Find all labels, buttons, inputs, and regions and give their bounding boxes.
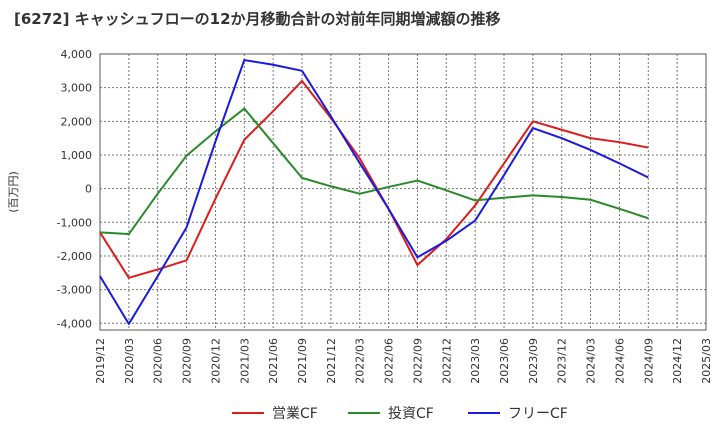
legend-label-3: フリーCF xyxy=(508,406,568,422)
x-tick-label: 2023/03 xyxy=(469,338,482,384)
y-tick-label: -4,000 xyxy=(57,317,92,330)
y-tick-label: -2,000 xyxy=(57,250,92,263)
x-tick-label: 2022/09 xyxy=(411,338,424,384)
series-line-1 xyxy=(99,79,649,279)
legend-label-1: 営業CF xyxy=(272,406,318,422)
x-tick-label: 2024/06 xyxy=(613,338,626,384)
x-tick-label: 2022/03 xyxy=(354,338,367,384)
x-tick-label: 2024/03 xyxy=(585,338,598,384)
series-line-2 xyxy=(99,107,649,236)
x-tick-label: 2020/12 xyxy=(209,338,222,384)
x-tick-label: 2024/09 xyxy=(642,338,655,384)
y-tick-label: 0 xyxy=(85,183,92,196)
plot-area xyxy=(100,54,706,330)
x-tick-label: 2021/06 xyxy=(267,338,280,384)
plot-frame xyxy=(99,53,707,331)
y-tick-label: 4,000 xyxy=(61,48,93,61)
x-tick-label: 2021/03 xyxy=(238,338,251,384)
y-tick-label: -3,000 xyxy=(57,284,92,297)
x-tick-label: 2020/06 xyxy=(152,338,165,384)
y-axis-label: (百万円) xyxy=(7,171,20,213)
x-tick-label: 2021/09 xyxy=(296,338,309,384)
chart-title: [6272] キャッシュフローの12か月移動合計の対前年同期増減額の推移 xyxy=(14,10,501,28)
x-tick-label: 2025/03 xyxy=(700,338,713,384)
x-tick-label: 2022/06 xyxy=(383,338,396,384)
x-tick-label: 2019/12 xyxy=(94,338,107,384)
x-tick-label: 2021/12 xyxy=(325,338,338,384)
y-tick-label: 2,000 xyxy=(61,115,93,128)
x-tick-label: 2020/03 xyxy=(123,338,136,384)
y-tick-label: 3,000 xyxy=(61,82,93,95)
x-tick-label: 2023/09 xyxy=(527,338,540,384)
x-tick-label: 2023/12 xyxy=(556,338,569,384)
series-line-3 xyxy=(99,59,649,325)
x-tick-label: 2023/06 xyxy=(498,338,511,384)
x-tick-label: 2020/09 xyxy=(181,338,194,384)
y-tick-label: -1,000 xyxy=(57,216,92,229)
x-tick-label: 2022/12 xyxy=(440,338,453,384)
legend-label-2: 投資CF xyxy=(388,406,434,422)
x-tick-label: 2024/12 xyxy=(671,338,684,384)
y-tick-label: 1,000 xyxy=(61,149,93,162)
